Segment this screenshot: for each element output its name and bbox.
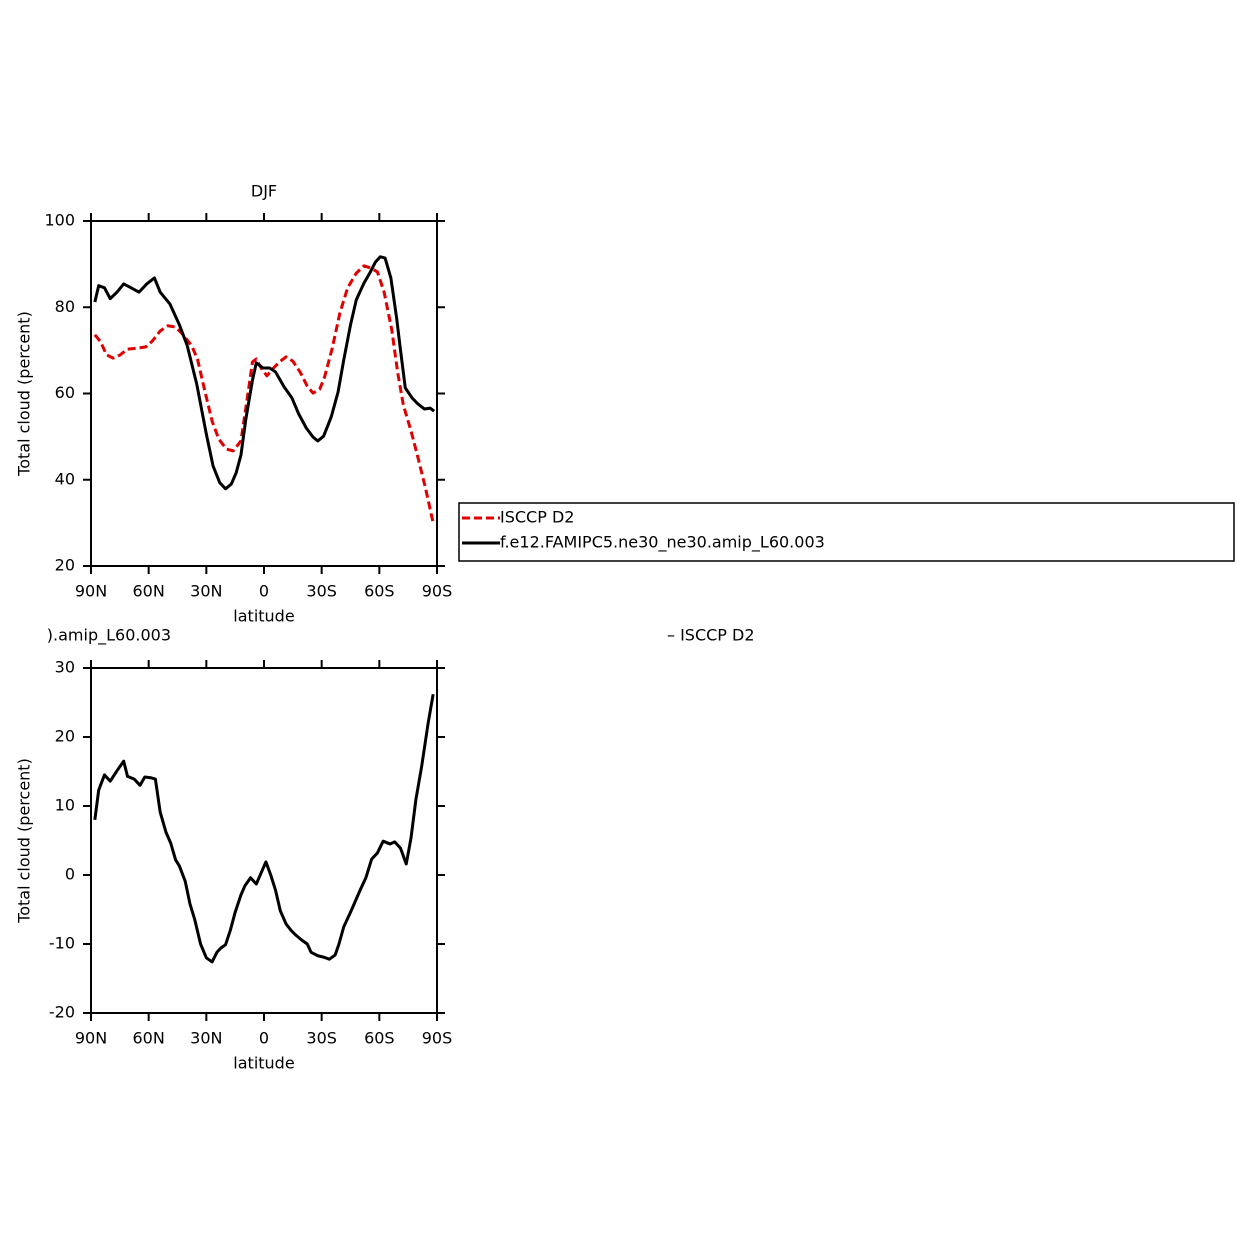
x-tick-label: 90N	[75, 582, 107, 601]
x-tick-label: 30S	[306, 582, 337, 601]
x-tick-label: 90N	[75, 1029, 107, 1048]
y-axis-label: Total cloud (percent)	[15, 758, 34, 924]
y-tick-label: -10	[49, 934, 75, 953]
y-tick-label: 60	[55, 383, 75, 402]
y-tick-label: 30	[55, 658, 75, 677]
x-tick-label: 30N	[190, 1029, 222, 1048]
x-tick-label: 60N	[133, 1029, 165, 1048]
x-tick-label: 0	[259, 582, 269, 601]
chart-title-left: ).amip_L60.003	[47, 626, 171, 646]
y-tick-label: 100	[44, 211, 75, 230]
data-line	[93, 255, 436, 491]
x-axis-label: latitude	[233, 1054, 294, 1073]
y-tick-label: -20	[49, 1003, 75, 1022]
x-tick-label: 90S	[422, 1029, 453, 1048]
y-tick-label: 80	[55, 297, 75, 316]
x-tick-label: 60N	[133, 582, 165, 601]
y-tick-label: 20	[55, 556, 75, 575]
legend-label: ISCCP D2	[500, 508, 574, 527]
chart-title-right: – ISCCP D2	[667, 626, 755, 645]
x-tick-label: 0	[259, 1029, 269, 1048]
chart-title: DJF	[251, 182, 277, 201]
x-axis-label: latitude	[233, 607, 294, 626]
x-tick-label: 60S	[364, 582, 395, 601]
x-tick-label: 90S	[422, 582, 453, 601]
legend-label: f.e12.FAMIPC5.ne30_ne30.amip_L60.003	[500, 533, 825, 553]
y-tick-label: 0	[65, 865, 75, 884]
x-tick-label: 30N	[190, 582, 222, 601]
data-line	[93, 693, 435, 964]
y-tick-label: 20	[55, 727, 75, 746]
y-tick-label: 10	[55, 796, 75, 815]
plot-frame	[90, 667, 438, 1014]
y-tick-label: 40	[55, 469, 75, 488]
y-axis-label: Total cloud (percent)	[15, 311, 34, 477]
plot-frame	[90, 220, 438, 567]
x-tick-label: 30S	[306, 1029, 337, 1048]
legend-box	[458, 502, 1235, 562]
x-tick-label: 60S	[364, 1029, 395, 1048]
data-line	[93, 264, 435, 524]
